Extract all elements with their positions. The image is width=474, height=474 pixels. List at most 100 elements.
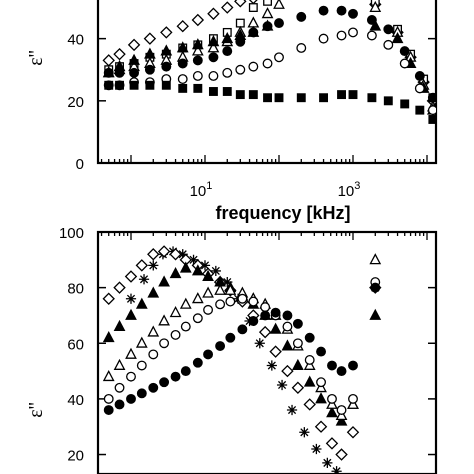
data-point-triangle-open [102,369,115,382]
data-point-triangle-open [113,358,126,370]
data-point-square-filled [222,87,232,96]
data-point-triangle-open [224,283,237,295]
data-point-circle-filled [103,67,114,78]
data-point-star [286,404,298,416]
data-point-square-filled [248,90,258,100]
data-point-star [210,265,221,277]
data-point-triangle-open [202,286,214,298]
data-point-circle-filled [222,46,233,57]
data-point-triangle-open [169,305,182,318]
y-tick-label: 60 [67,336,84,353]
data-point-square-filled [337,90,346,100]
data-point-square-filled [348,90,358,100]
data-point-square-filled [145,80,155,90]
data-point-circle-filled [192,357,203,368]
data-point-diamond-open [335,448,348,461]
data-point-diamond-open [102,292,115,305]
data-point-circle-filled [208,52,219,63]
data-point-triangle-open [369,253,382,265]
data-point-diamond-open [157,245,171,258]
data-point-circle-filled [348,360,358,371]
data-point-circle-filled [296,11,307,22]
data-point-circle-filled [170,371,181,382]
data-point-triangle-filled [191,264,204,276]
data-point-triangle-filled [191,38,204,50]
data-point-triangle-filled [160,44,173,56]
data-point-circle-open [192,70,203,81]
data-point-circle-filled [260,310,271,321]
data-point-diamond-open [269,345,282,358]
data-point-circle-open [180,321,191,332]
data-point-circle-filled [304,332,315,343]
data-point-circle-open [260,302,271,313]
x-tick-marks [100,155,428,163]
data-point-triangle-open [125,347,137,359]
data-point-triangle-open [369,0,382,12]
x-axis-title: frequency [kHz] [215,203,350,223]
data-point-square-filled [235,90,245,100]
data-point-circle-open [318,33,329,44]
data-point-circle-open [316,377,326,388]
data-point-circle-open [427,105,436,116]
data-point-circle-filled [292,318,303,329]
data-point-diamond-open [113,281,126,294]
data-point-circle-open [237,293,248,304]
data-point-triangle-filled [176,41,189,53]
data-point-circle-open [215,299,226,310]
data-point-circle-open [248,296,259,307]
data-point-circle-open [282,321,293,332]
data-point-star [299,427,310,438]
data-point-circle-open [348,393,358,404]
data-point-circle-filled [270,307,281,318]
data-point-triangle-filled [207,35,220,47]
data-point-circle-open [327,393,337,404]
data-point-circle-filled [399,46,410,57]
data-point-diamond-open [314,420,328,433]
data-point-circle-open [170,329,181,340]
data-point-diamond-open [176,19,189,33]
data-point-circle-open [274,52,284,63]
y-tick-label: 20 [67,94,84,111]
data-point-circle-filled [237,324,248,335]
data-point-triangle-open [147,325,160,337]
data-point-square-filled [400,99,410,109]
bottom-panel: 20 40 60 80 100 ε'' [25,225,438,474]
top-panel: 0 20 40 ε'' 101 103 frequency [kHz] [25,0,438,223]
data-point-triangle-open [158,314,170,326]
y-axis-title: ε'' [25,402,47,418]
data-point-diamond-open [291,381,305,394]
data-markers [102,245,382,474]
data-point-circle-open [366,30,377,41]
y-tick-label: 0 [76,156,84,173]
data-point-circle-open [336,30,347,41]
data-point-circle-filled [336,5,347,16]
data-point-circle-open [383,39,394,50]
data-point-circle-filled [427,92,436,103]
data-point-circle-open [136,360,147,371]
data-point-triangle-filled [269,322,282,334]
data-point-square-filled [274,93,284,103]
data-point-triangle-filled [144,47,156,59]
data-point-diamond-open [102,54,115,67]
data-point-circle-open [203,304,214,315]
data-point-diamond-open [169,248,182,261]
y-tick-label: 100 [59,225,84,242]
data-point-star [199,260,211,271]
data-point-square-filled [129,80,139,90]
data-point-triangle-filled [128,53,140,65]
data-point-circle-open [192,313,203,324]
data-point-circle-filled [366,15,377,25]
data-point-diamond-open [191,13,205,27]
data-point-star [276,379,288,391]
data-point-circle-open [399,58,410,69]
data-point-circle-open [235,64,246,75]
data-point-triangle-filled [292,358,304,370]
data-point-star [148,260,159,271]
data-point-diamond-open [325,437,339,450]
data-point-square-open [248,3,258,12]
data-point-triangle-filled [179,261,192,273]
data-point-circle-filled [103,405,114,415]
data-point-triangle-filled [158,275,170,287]
data-point-circle-filled [248,27,259,38]
data-point-triangle-filled [147,286,160,298]
